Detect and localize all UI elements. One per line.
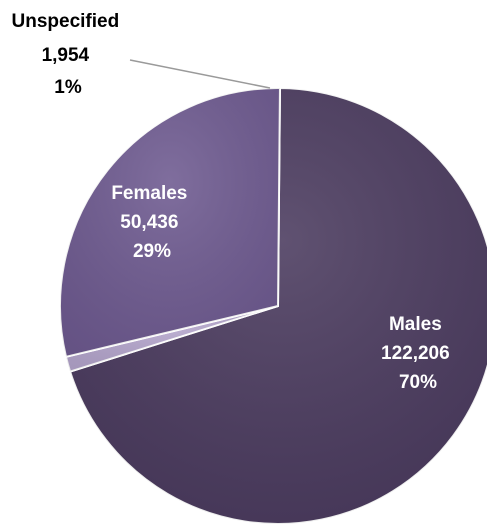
males-label: Males 122,206 70% bbox=[381, 314, 455, 393]
females-percent: 29% bbox=[133, 241, 171, 262]
females-value: 50,436 bbox=[120, 212, 178, 233]
males-value: 122,206 bbox=[381, 343, 450, 364]
females-label: Females 50,436 29% bbox=[111, 183, 192, 262]
males-percent: 70% bbox=[399, 372, 437, 393]
unspecified-leader-line bbox=[129, 59, 271, 89]
males-name: Males bbox=[389, 314, 442, 335]
unspecified-percent: 1% bbox=[54, 77, 82, 98]
pie-slices bbox=[59, 86, 487, 525]
females-name: Females bbox=[111, 183, 187, 204]
unspecified-label: Unspecified 1,954 1% bbox=[12, 11, 125, 98]
unspecified-name: Unspecified bbox=[12, 11, 120, 32]
unspecified-value: 1,954 bbox=[42, 45, 90, 66]
